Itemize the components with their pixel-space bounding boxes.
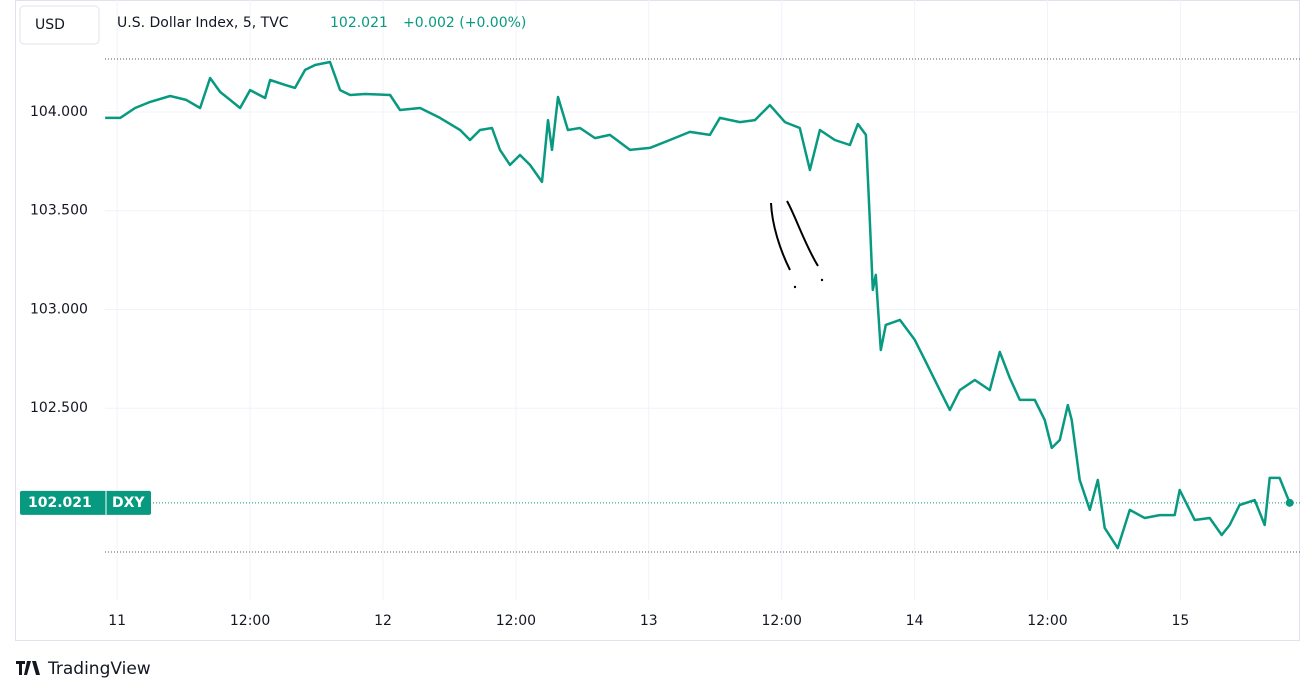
x-tick-label: 15 bbox=[1171, 613, 1189, 629]
x-tick-label: 12:00 bbox=[496, 613, 536, 629]
x-tick-label: 12:00 bbox=[230, 613, 270, 629]
x-tick-label: 12:00 bbox=[1027, 613, 1067, 629]
x-tick-label: 12:00 bbox=[762, 613, 802, 629]
y-tick-label: 103.500 bbox=[30, 203, 88, 219]
grid bbox=[105, 0, 1300, 600]
brand: TradingView bbox=[47, 659, 151, 679]
chart-title: U.S. Dollar Index, 5, TVC bbox=[117, 15, 289, 31]
y-tick-label: 102.500 bbox=[30, 400, 88, 416]
frame bbox=[15, 0, 1300, 641]
price-line bbox=[105, 60, 1291, 550]
logo: TradingView bbox=[16, 659, 151, 679]
x-tick-label: 12 bbox=[374, 613, 392, 629]
y-tick-label: 103.000 bbox=[30, 301, 88, 317]
drawing-dot bbox=[793, 285, 797, 289]
x-tick-label: 11 bbox=[108, 613, 126, 629]
x-tick-label: 14 bbox=[906, 613, 924, 629]
header-change: +0.002 (+0.00%) bbox=[403, 15, 526, 31]
last-point bbox=[1285, 498, 1294, 507]
symbol-button[interactable] bbox=[19, 5, 100, 45]
y-tick-label: 104.000 bbox=[30, 104, 88, 120]
drawing-dot bbox=[820, 278, 824, 282]
drawing bbox=[770, 200, 819, 271]
price-badge-value: 102.021 bbox=[28, 495, 92, 511]
marks bbox=[105, 58, 1300, 553]
symbol-button-label[interactable]: USD bbox=[35, 17, 65, 33]
x-tick-label: 13 bbox=[640, 613, 658, 629]
header-price: 102.021 bbox=[330, 15, 388, 31]
price-badge bbox=[20, 490, 151, 515]
price-badge-ticker: DXY bbox=[112, 495, 145, 511]
